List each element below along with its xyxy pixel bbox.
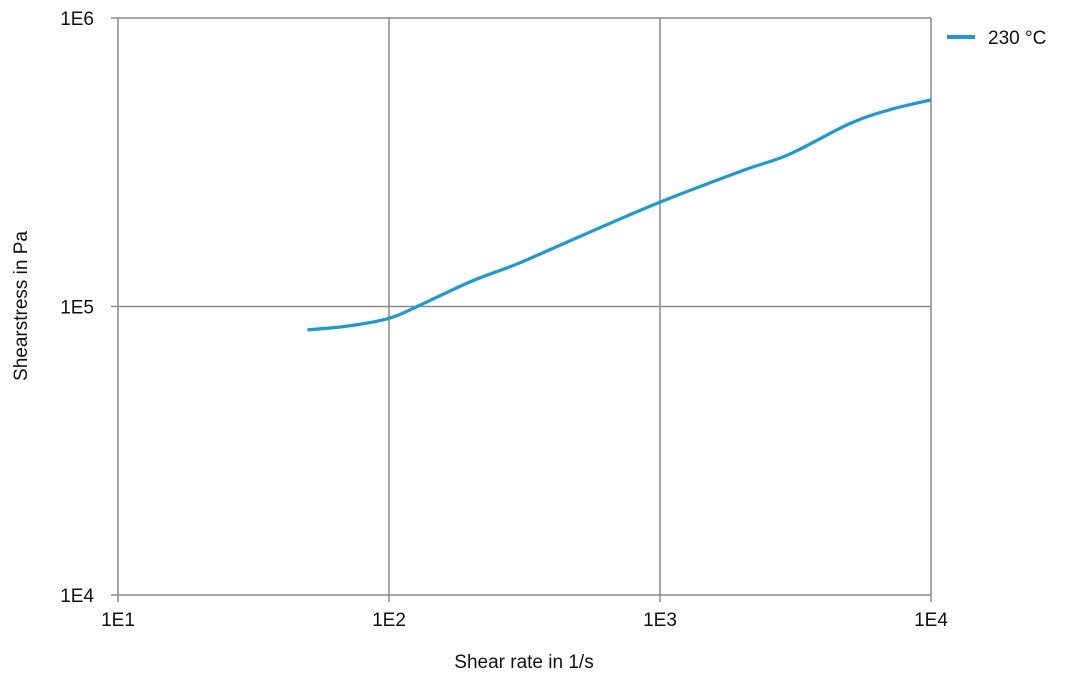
- series-layer: [307, 98, 932, 332]
- x-axis-title: Shear rate in 1/s: [454, 652, 593, 673]
- y-tick-label: 1E4: [60, 586, 94, 607]
- axis-layer: 1E1 1E2 1E3 1E4 1E4 1E5 1E6: [60, 9, 948, 631]
- x-tick-label: 1E2: [372, 610, 406, 631]
- grid-layer: [117, 17, 932, 596]
- legend: 230 °C: [947, 28, 1046, 49]
- y-axis-title: Shearstress in Pa: [11, 231, 32, 381]
- series-line: [307, 98, 932, 332]
- x-tick-label: 1E3: [643, 610, 677, 631]
- y-tick-label: 1E6: [60, 9, 94, 30]
- x-tick-label: 1E1: [101, 610, 135, 631]
- x-tick-label: 1E4: [914, 610, 948, 631]
- y-tick-label: 1E5: [60, 298, 94, 319]
- legend-label: 230 °C: [988, 28, 1046, 49]
